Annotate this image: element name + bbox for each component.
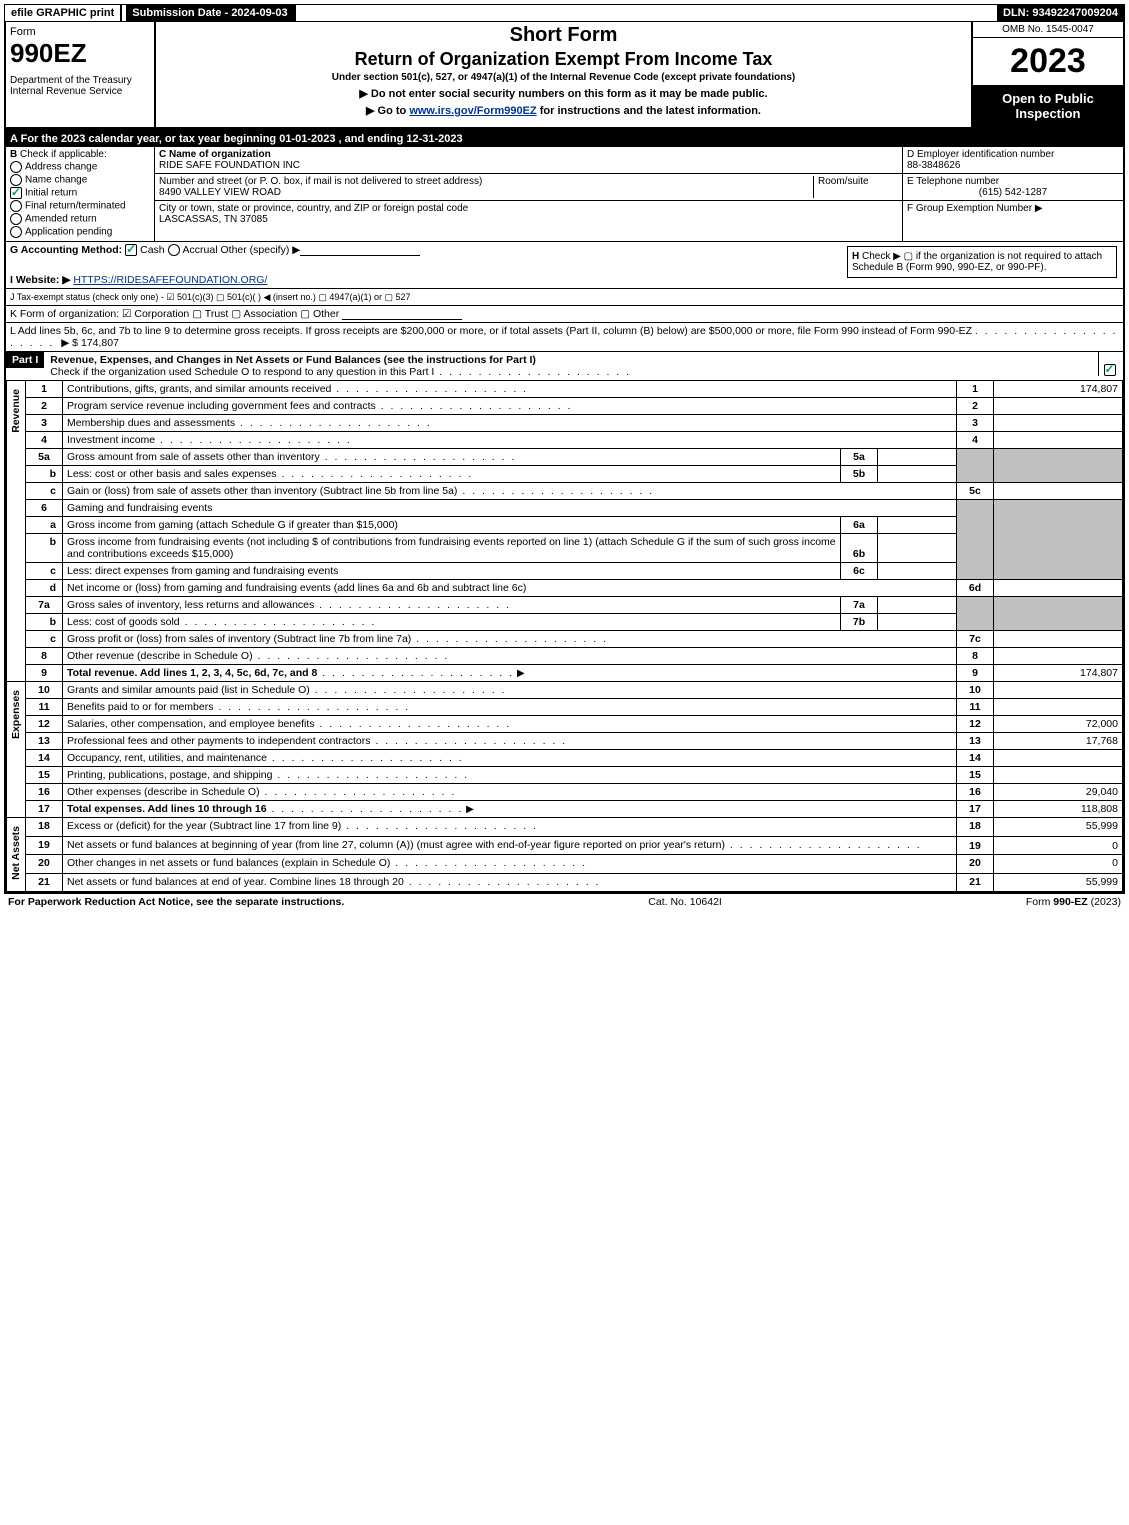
- chk-address-change[interactable]: [10, 161, 22, 173]
- line-l: L Add lines 5b, 6c, and 7b to line 9 to …: [6, 323, 1123, 351]
- line-j: J Tax-exempt status (check only one) - ☑…: [6, 289, 1123, 306]
- val-20: 0: [994, 855, 1123, 873]
- org-city: LASCASSAS, TN 37085: [159, 214, 268, 225]
- website-link[interactable]: HTTPS://RIDESAFEFOUNDATION.ORG/: [73, 274, 267, 286]
- header-left: Form 990EZ Department of the Treasury In…: [6, 22, 156, 127]
- val-21: 55,999: [994, 873, 1123, 891]
- ein: 88-3848626: [907, 160, 960, 171]
- form-header: Form 990EZ Department of the Treasury In…: [4, 22, 1125, 129]
- org-street: 8490 VALLEY VIEW ROAD: [159, 187, 281, 198]
- open-public-badge: Open to Public Inspection: [973, 85, 1123, 127]
- header-mid: Short Form Return of Organization Exempt…: [156, 22, 971, 127]
- chk-initial-return[interactable]: [10, 187, 22, 199]
- form-number: 990EZ: [10, 38, 150, 69]
- irs-link[interactable]: www.irs.gov/Form990EZ: [409, 105, 536, 117]
- gross-receipts: 174,807: [81, 337, 119, 349]
- expenses-side: Expenses: [7, 682, 26, 818]
- val-16: 29,040: [994, 784, 1123, 801]
- chk-cash[interactable]: [125, 244, 137, 256]
- chk-schedule-o[interactable]: [1104, 364, 1116, 376]
- part1-label: Part I: [6, 352, 44, 368]
- val-9: 174,807: [994, 665, 1123, 682]
- chk-accrual[interactable]: [168, 244, 180, 256]
- val-12: 72,000: [994, 716, 1123, 733]
- top-bar: efile GRAPHIC print Submission Date - 20…: [4, 4, 1125, 22]
- lines-table: Revenue 1 Contributions, gifts, grants, …: [6, 380, 1123, 892]
- val-17: 118,808: [994, 801, 1123, 818]
- submission-date: Submission Date - 2024-09-03: [126, 5, 295, 21]
- val-13: 17,768: [994, 733, 1123, 750]
- subtitle: Under section 501(c), 527, or 4947(a)(1)…: [164, 72, 963, 83]
- line-a: A For the 2023 calendar year, or tax yea…: [6, 131, 1123, 147]
- val-19: 0: [994, 836, 1123, 854]
- tax-year: 2023: [973, 38, 1123, 85]
- netassets-side: Net Assets: [7, 818, 26, 892]
- efile-label[interactable]: efile GRAPHIC print: [5, 5, 122, 21]
- chk-application-pending[interactable]: [10, 226, 22, 238]
- info-grid: B Check if applicable: Address change Na…: [6, 147, 1123, 242]
- instr-goto: ▶ Go to www.irs.gov/Form990EZ for instru…: [164, 104, 963, 117]
- footer-right: Form 990-EZ (2023): [1026, 896, 1121, 908]
- val-18: 55,999: [994, 818, 1123, 836]
- instr-ssn: ▶ Do not enter social security numbers o…: [164, 87, 963, 100]
- footer: For Paperwork Reduction Act Notice, see …: [4, 894, 1125, 910]
- omb-number: OMB No. 1545-0047: [973, 22, 1123, 38]
- chk-final-return[interactable]: [10, 200, 22, 212]
- dept-treasury: Department of the Treasury Internal Reve…: [10, 75, 150, 97]
- header-right: OMB No. 1545-0047 2023 Open to Public In…: [971, 22, 1123, 127]
- val-1: 174,807: [994, 381, 1123, 398]
- org-name: RIDE SAFE FOUNDATION INC: [159, 160, 300, 171]
- col-def: D Employer identification number 88-3848…: [902, 147, 1123, 241]
- revenue-side: Revenue: [7, 381, 26, 682]
- col-c: C Name of organization RIDE SAFE FOUNDAT…: [155, 147, 902, 241]
- part1-title: Revenue, Expenses, and Changes in Net As…: [50, 354, 536, 366]
- col-b: B Check if applicable: Address change Na…: [6, 147, 155, 241]
- dln: DLN: 93492247009204: [997, 5, 1124, 21]
- title-short-form: Short Form: [164, 24, 963, 47]
- chk-amended-return[interactable]: [10, 213, 22, 225]
- group-exemption: F Group Exemption Number ▶: [907, 203, 1043, 214]
- form-word: Form: [10, 26, 150, 38]
- footer-mid: Cat. No. 10642I: [648, 896, 722, 908]
- title-return: Return of Organization Exempt From Incom…: [164, 49, 963, 70]
- line-h: H Check ▶ ▢ if the organization is not r…: [847, 246, 1117, 278]
- footer-left: For Paperwork Reduction Act Notice, see …: [8, 896, 344, 908]
- line-k: K Form of organization: ☑ Corporation ▢ …: [6, 306, 1123, 323]
- phone: (615) 542-1287: [907, 187, 1119, 198]
